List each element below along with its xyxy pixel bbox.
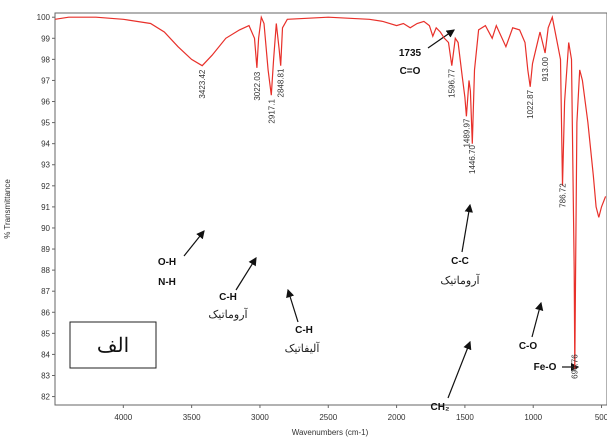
- y-tick-label: 86: [41, 308, 50, 317]
- peak-label: 3022.03: [253, 71, 262, 100]
- y-tick-label: 83: [41, 371, 50, 380]
- y-tick-label: 100: [37, 13, 51, 22]
- y-tick-label: 94: [41, 140, 50, 149]
- y-tick-label: 98: [41, 55, 50, 64]
- plot-frame: [54, 12, 607, 406]
- peak-label: 1489.97: [462, 118, 471, 147]
- annotation: 1735: [399, 48, 422, 59]
- y-tick-label: 97: [41, 76, 50, 85]
- y-tick-label: 99: [41, 34, 50, 43]
- x-tick-label: 3500: [183, 413, 201, 422]
- annotation: Fe-O: [534, 362, 557, 373]
- x-axis-label: Wavenumbers (cm-1): [292, 428, 369, 437]
- annotation: آلیفاتیک: [285, 342, 321, 355]
- annotation: آروماتیک: [208, 308, 248, 321]
- x-tick-label: 3000: [251, 413, 269, 422]
- peak-label: 1022.87: [526, 89, 535, 118]
- x-tick-label: 1500: [456, 413, 474, 422]
- annotation: C-O: [519, 341, 538, 352]
- y-tick-label: 91: [41, 203, 50, 212]
- arrow: [427, 29, 455, 49]
- y-tick-label: 93: [41, 161, 50, 170]
- y-tick-label: 96: [41, 98, 50, 107]
- x-tick-label: 2000: [388, 413, 406, 422]
- y-tick-label: 95: [41, 119, 50, 128]
- arrow: [286, 288, 299, 323]
- y-tick-label: 85: [41, 329, 50, 338]
- x-tick-label: 1000: [524, 413, 542, 422]
- arrow: [235, 256, 257, 291]
- y-tick-label: 88: [41, 266, 50, 275]
- y-tick-label: 90: [41, 224, 50, 233]
- annotation: C-H: [295, 325, 313, 336]
- y-tick-label: 92: [41, 182, 50, 191]
- annotation: C-H: [219, 292, 237, 303]
- arrow: [183, 230, 205, 257]
- x-tick-label: 2500: [319, 413, 337, 422]
- arrow: [531, 301, 544, 338]
- peak-label: 2848.81: [277, 68, 286, 97]
- y-tick-label: 87: [41, 287, 50, 296]
- box-label: الف: [97, 335, 129, 357]
- spectrum-line: [54, 14, 607, 370]
- annotation: C-C: [451, 256, 469, 267]
- y-tick-label: 89: [41, 245, 50, 254]
- label-box: [69, 321, 157, 369]
- arrow: [461, 203, 473, 253]
- y-tick-label: 84: [41, 350, 50, 359]
- y-axis-label: % Transmittance: [3, 179, 12, 239]
- peak-label: 1446.70: [468, 144, 477, 173]
- annotations: O-H N-H C-H آروماتیک C-H آلیفاتیک 1735 C…: [69, 29, 580, 413]
- annotation: O-H: [158, 257, 176, 268]
- x-tick-label: 4000: [114, 413, 132, 422]
- peak-label: 1596.77: [448, 68, 457, 97]
- annotation: N-H: [158, 277, 176, 288]
- x-tick-label: 500: [595, 413, 607, 422]
- annotation: CH₂: [431, 402, 450, 413]
- peak-label: 696.76: [571, 354, 580, 379]
- peak-label: 913.00: [541, 56, 550, 81]
- y-tick-label: 82: [41, 393, 50, 402]
- peak-label: 3423.42: [198, 69, 207, 98]
- peak-label: 786.72: [558, 183, 567, 208]
- annotation: C=O: [400, 66, 421, 77]
- arrow: [447, 340, 472, 399]
- annotation: آروماتیک: [440, 274, 480, 287]
- peak-label: 2917.1: [267, 99, 276, 124]
